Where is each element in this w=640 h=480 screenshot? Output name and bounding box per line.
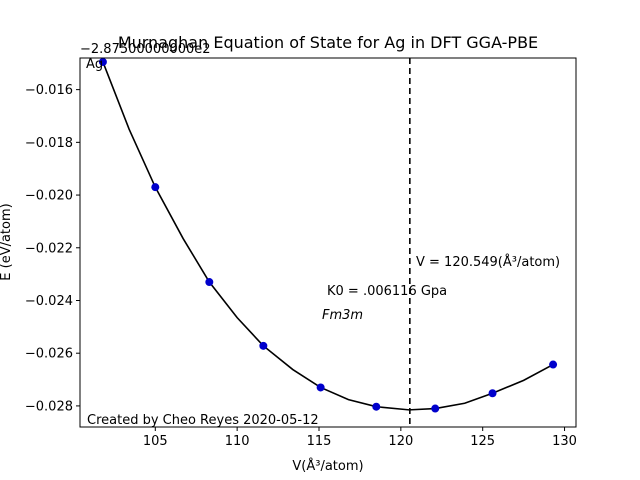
space-group-annotation: Fm3m [322,308,363,323]
data-point [488,389,497,398]
x-tick-label: 120 [388,434,413,449]
y-tick-label: −0.026 [25,347,73,362]
x-tick-label: 115 [307,434,332,449]
y-axis: −0.028 −0.026 −0.024 −0.022 −0.020 −0.018 −0.0… [25,83,80,414]
volume-annotation: V = 120.549(Å³/atom) [416,254,560,270]
data-point [316,383,325,392]
y-tick-label: −0.020 [25,189,73,204]
y-axis-label: E (eV/atom) [0,203,14,280]
data-point [431,404,440,413]
chart-title: Murnaghan Equation of State for Ag in DF… [118,33,538,52]
x-tick-label: 110 [225,434,250,449]
data-point [259,341,268,350]
credit-text: Created by Cheo Reyes 2020-05-12 [87,413,319,428]
y-offset-label: −2.87500000000e2 [80,42,211,57]
plot-frame [79,57,577,428]
bulk-modulus-annotation: K0 = .006116 Gpa [327,284,447,299]
x-axis-label: V(Å³/atom) [292,458,363,474]
x-tick-label: 105 [143,434,168,449]
x-tick-label: 125 [470,434,495,449]
data-point [549,360,558,369]
corner-label: Ag [86,57,103,72]
data-point [205,278,214,287]
plot-area [98,57,558,427]
y-tick-label: −0.024 [25,294,73,309]
y-tick-label: −0.022 [25,241,73,256]
data-point [151,183,160,192]
data-point [372,402,381,411]
y-tick-label: −0.018 [25,136,73,151]
y-tick-label: −0.028 [25,399,73,414]
data-point [98,57,107,66]
x-tick-label: 130 [552,434,577,449]
x-axis: 105 110 115 120 125 130 [143,427,577,449]
y-tick-label: −0.016 [25,83,73,98]
